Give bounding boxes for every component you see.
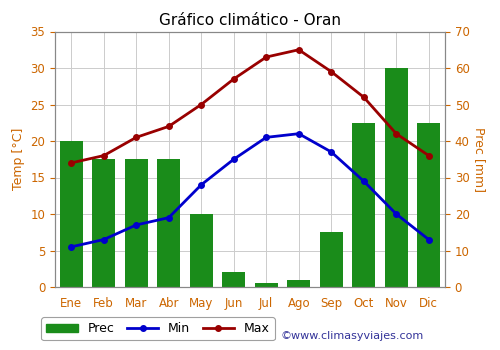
Bar	[288, 280, 310, 287]
Y-axis label: Prec [mm]: Prec [mm]	[474, 127, 486, 192]
Bar	[158, 159, 180, 287]
Text: ©www.climasyviajes.com: ©www.climasyviajes.com	[280, 331, 423, 341]
Bar	[190, 214, 212, 287]
Bar	[92, 159, 115, 287]
Bar	[125, 159, 148, 287]
Bar	[222, 272, 245, 287]
Y-axis label: Temp [°C]: Temp [°C]	[12, 128, 25, 190]
Bar	[352, 123, 375, 287]
Bar	[60, 141, 82, 287]
Legend: Prec, Min, Max: Prec, Min, Max	[41, 317, 275, 340]
Title: Gráfico climático - Oran: Gráfico climático - Oran	[159, 13, 341, 28]
Bar	[418, 123, 440, 287]
Bar	[255, 284, 278, 287]
Bar	[385, 68, 407, 287]
Bar	[320, 232, 342, 287]
